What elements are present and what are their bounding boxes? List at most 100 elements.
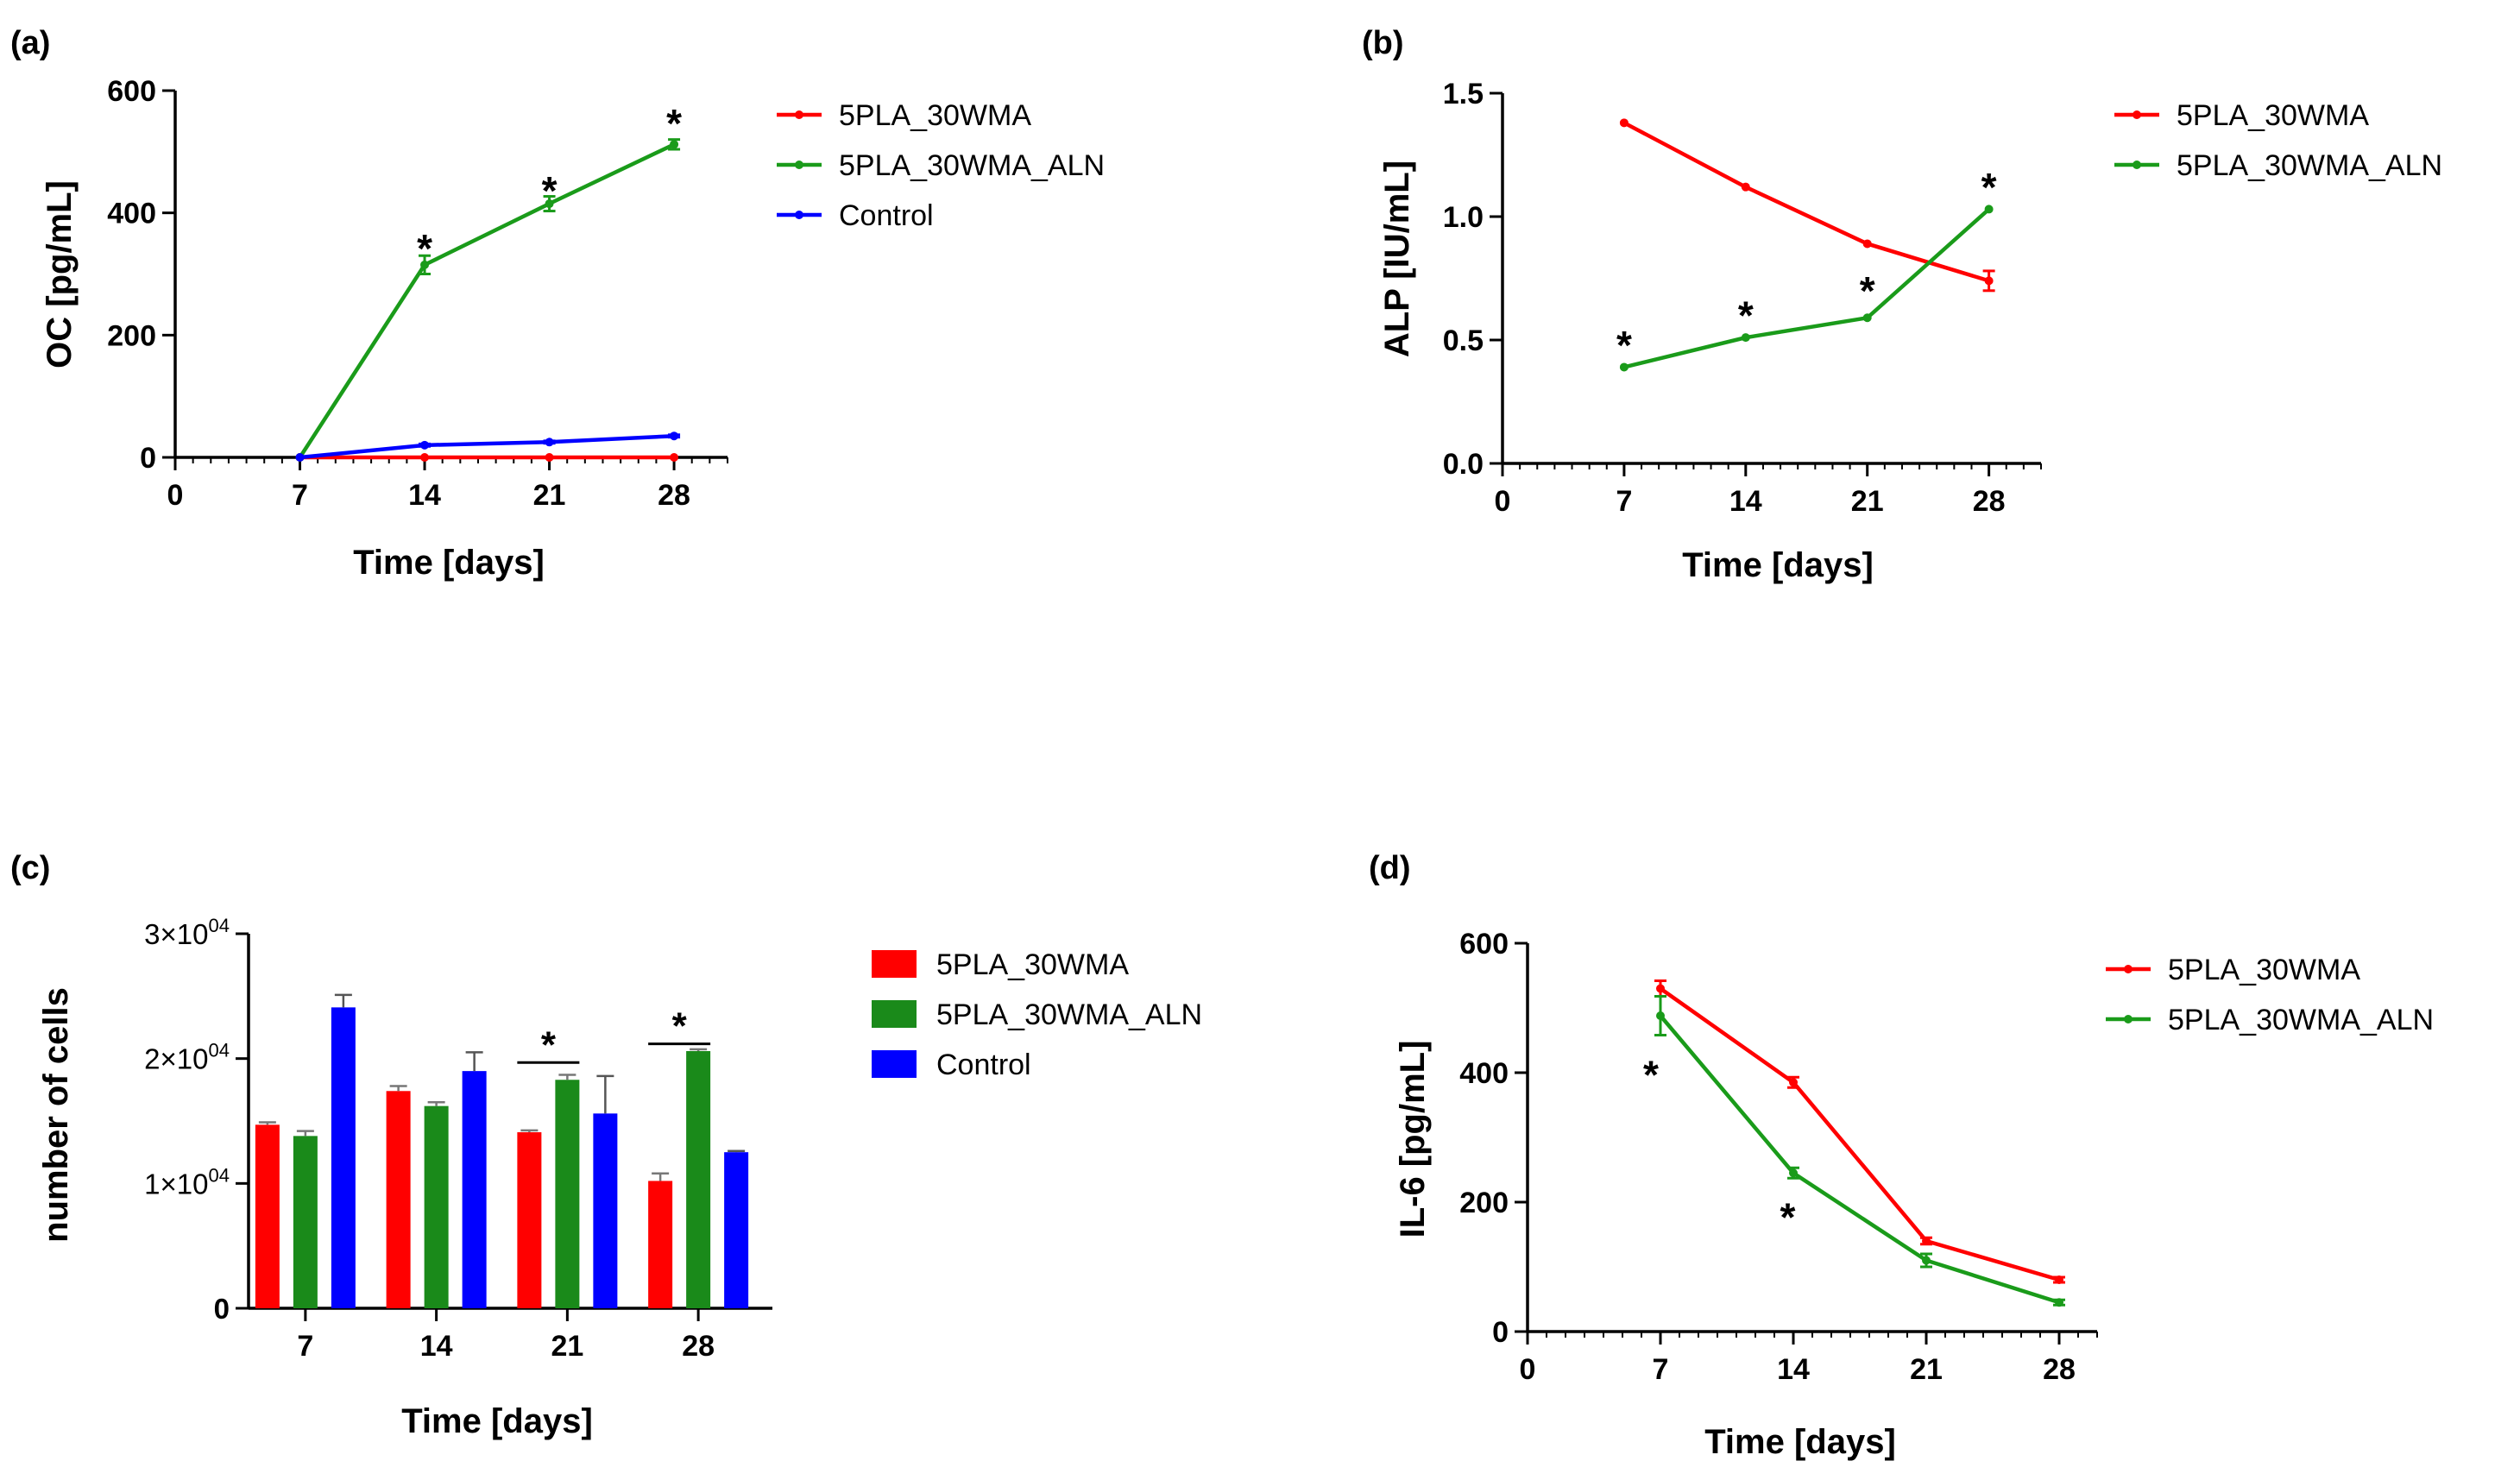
data-point-a-1 [545,199,554,209]
legend-c: 5PLA_30WMA 5PLA_30WMA_ALN Control [872,948,1202,1081]
data-point-b-1 [1741,333,1750,343]
x-tick-label-d: 28 [2043,1353,2076,1386]
legend-marker-a [795,211,803,219]
significance-star-a: * [542,168,558,213]
x-axis-title-c: Time [days] [401,1402,593,1440]
bar-c-0 [648,1181,673,1308]
y-tick-label-c: 0 [214,1293,230,1325]
data-point-a-0 [545,453,554,462]
y-axis-title-b: ALP [IU/mL] [1378,161,1416,357]
annotations-d: ** [1643,1052,1795,1239]
bar-c-0 [386,1091,411,1308]
legend-label-a: 5PLA_30WMA_ALN [839,149,1105,182]
chart-marks-d [1654,979,2065,1307]
bar-c-2 [462,1071,487,1308]
data-point-a-2 [670,431,679,441]
bar-c-2 [593,1113,618,1308]
y-tick-exponent-c: 04 [209,915,230,936]
data-point-a-1 [420,260,430,269]
axes-d: 0 7 14 21 28 0 200 400 600 [1459,928,2098,1386]
bar-c-1 [424,1105,449,1308]
bar-c-1 [293,1136,318,1308]
data-point-b-1 [1619,362,1629,372]
data-point-d-0 [2055,1275,2063,1284]
x-axis-title-a: Time [days] [353,544,545,582]
bar-c-1 [555,1080,580,1308]
y-tick-base-c: ×10 [161,1043,209,1075]
y-tick-label-a: 600 [107,75,156,108]
x-tick-label-d: 14 [1777,1353,1810,1386]
data-point-d-0 [1789,1078,1798,1087]
significance-star-b: * [1860,268,1875,313]
y-tick-label-d: 400 [1459,1057,1509,1090]
x-tick-label-d: 7 [1653,1353,1669,1386]
bar-c-1 [686,1050,711,1308]
x-tick-label-b: 7 [1616,485,1632,518]
x-tick-label-c: 7 [297,1330,313,1363]
legend-label-a: Control [839,199,934,232]
legend-label-a: 5PLA_30WMA [839,99,1031,132]
legend-a: 5PLA_30WMA 5PLA_30WMA_ALN Control [777,99,1105,232]
y-tick-label-b: 1.0 [1443,201,1484,234]
panel-d: (d) IL-6 [pg/mL] Time [days] 0 7 14 21 28 0 20… [1369,850,2434,1461]
legend-label-c: Control [936,1049,1031,1081]
bar-c-2 [331,1007,356,1308]
legend-marker-a [795,161,803,169]
x-tick-label-c: 28 [682,1330,715,1363]
chart-marks-a [295,138,681,462]
legend-marker-b [2133,161,2141,169]
panel-a: (a) OC [pg/mL] Time [days] 0 7 14 21 28 0 200 4… [10,25,1105,582]
y-tick-mantissa-c: 1 [144,1168,160,1200]
x-tick-label-a: 14 [408,479,441,512]
y-tick-base-c: ×10 [161,1168,209,1200]
bar-c-0 [517,1132,542,1308]
y-tick-label-d: 0 [1492,1316,1509,1349]
data-point-a-0 [420,453,430,462]
data-point-d-1 [1789,1168,1798,1178]
panel-label-b: (b) [1362,25,1404,61]
panel-b: (b) ALP [IU/mL] Time [days] 0 7 14 21 280.00… [1362,25,2442,584]
bar-c-2 [724,1152,749,1308]
data-point-d-0 [1656,984,1665,993]
data-point-b-0 [1741,182,1750,192]
legend-label-c: 5PLA_30WMA [936,948,1129,981]
legend-marker-d [2124,965,2133,973]
legend-marker-a [795,110,803,119]
x-tick-label-c: 21 [551,1330,583,1363]
data-point-d-1 [2055,1298,2063,1307]
x-tick-label-c: 14 [420,1330,453,1363]
legend-marker-d [2124,1015,2133,1023]
series-line-d-0 [1659,986,2060,1282]
y-tick-exponent-c: 04 [209,1164,230,1186]
legend-label-d: 5PLA_30WMA [2168,954,2360,986]
x-tick-label-b: 14 [1729,485,1762,518]
y-tick-label-b: 0.0 [1443,448,1484,481]
y-tick-label-c: 2×1004 [144,1040,230,1075]
legend-d: 5PLA_30WMA 5PLA_30WMA_ALN [2106,954,2434,1036]
series-line-a-1 [298,142,676,459]
y-tick-label-c: 1×1004 [144,1164,230,1200]
x-tick-label-b: 28 [1973,485,2006,518]
annotations-b: * * * * [1616,165,1997,368]
data-point-a-2 [295,453,305,462]
y-tick-mantissa-c: 2 [144,1043,160,1075]
legend-label-d: 5PLA_30WMA_ALN [2168,1004,2434,1036]
panel-label-a: (a) [10,25,50,61]
x-tick-label-b: 21 [1851,485,1884,518]
y-tick-label-a: 400 [107,198,156,230]
data-point-a-2 [545,438,554,447]
data-point-b-0 [1862,239,1872,249]
legend-b: 5PLA_30WMA 5PLA_30WMA_ALN [2114,99,2442,182]
x-tick-label-a: 28 [658,479,690,512]
annotations-a: * * * [417,101,682,271]
y-tick-label-d: 600 [1459,928,1509,960]
significance-star-c: * [672,1005,688,1048]
significance-star-d: * [1643,1052,1659,1097]
data-point-b-1 [1984,205,1994,214]
y-tick-label-a: 200 [107,319,156,352]
data-point-a-2 [420,440,430,450]
y-tick-exponent-c: 04 [209,1040,230,1061]
y-axis-title-d: IL-6 [pg/mL] [1394,1041,1432,1238]
